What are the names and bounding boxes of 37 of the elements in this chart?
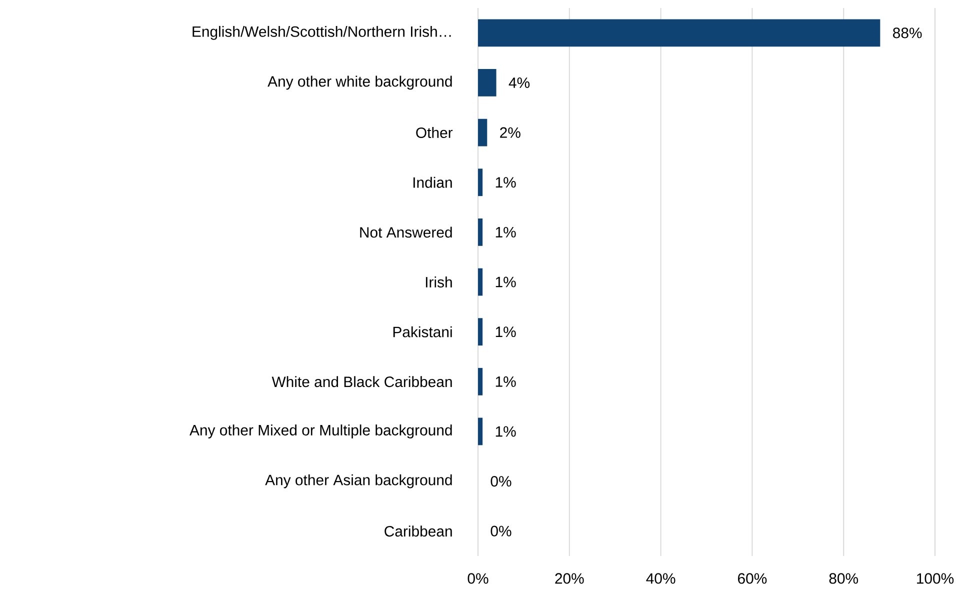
data-label: 1% <box>496 226 516 238</box>
x-tick-label: 20% <box>555 573 584 584</box>
bar <box>478 418 483 446</box>
data-label: 1% <box>496 426 516 437</box>
y-tick-label: Any other Asian background <box>265 474 452 488</box>
data-label: 4% <box>508 78 530 88</box>
y-tick-label: Pakistani <box>393 326 452 338</box>
y-tick-label: Any other Mixed or Multiple background <box>190 424 452 438</box>
y-tick-label: Other <box>416 127 453 138</box>
x-tick-label: 60% <box>738 573 767 584</box>
bar <box>478 19 880 47</box>
data-label: 1% <box>496 376 516 387</box>
data-label: 1% <box>496 276 516 288</box>
y-tick-label: White and Black Caribbean <box>272 376 452 388</box>
bar <box>478 268 483 296</box>
data-label: 1% <box>496 177 516 188</box>
bar <box>478 218 483 246</box>
data-label: 0% <box>490 476 512 487</box>
y-tick-label: Caribbean <box>384 526 452 537</box>
bar <box>478 368 483 396</box>
data-label: 88% <box>893 28 922 38</box>
data-label: 1% <box>496 326 516 338</box>
x-tick-label: 80% <box>829 573 858 584</box>
y-tick-label: Irish <box>426 276 452 288</box>
y-tick-label: English/Welsh/Scottish/Northern Irish… <box>192 26 451 40</box>
x-tick-label: 40% <box>646 573 676 584</box>
x-tick-label: 100% <box>917 573 954 584</box>
data-label: 0% <box>490 526 512 536</box>
x-tick-label: 0% <box>468 573 488 584</box>
bar <box>478 318 483 346</box>
bar <box>478 118 488 146</box>
y-tick-label: Not Answered <box>360 226 452 238</box>
bar <box>478 168 483 196</box>
y-tick-label: Any other white background <box>268 76 452 90</box>
bar <box>478 69 496 96</box>
data-label: 2% <box>500 127 520 138</box>
y-tick-label: Indian <box>413 176 452 188</box>
